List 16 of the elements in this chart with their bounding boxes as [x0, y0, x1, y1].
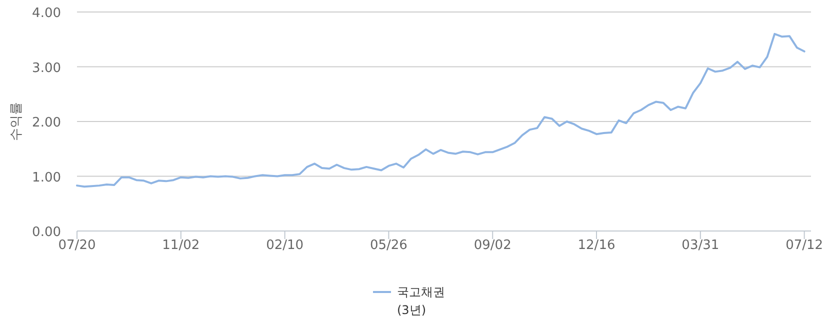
legend-label: 국고채권 (3년)	[397, 285, 445, 317]
x-tick-label: 02/10	[266, 238, 304, 253]
x-tick-label: 11/02	[162, 238, 200, 253]
x-tick-label: 09/02	[474, 238, 512, 253]
x-tick-label: 03/31	[682, 238, 720, 253]
x-tick-label: 05/26	[370, 238, 408, 253]
x-tick-label: 07/12	[786, 238, 824, 253]
y-tick-label: 1.00	[32, 170, 61, 186]
x-tick-label: 07/20	[58, 238, 96, 253]
y-axis-title: 수익률	[9, 102, 24, 141]
y-tick-label: 4.00	[32, 6, 61, 21]
y-tick-label: 0.00	[32, 225, 61, 240]
y-tick-label: 2.00	[32, 116, 61, 130]
y-tick-label: 3.00	[32, 60, 61, 76]
line-series	[76, 32, 806, 188]
x-tick-label: 12/16	[578, 238, 616, 253]
